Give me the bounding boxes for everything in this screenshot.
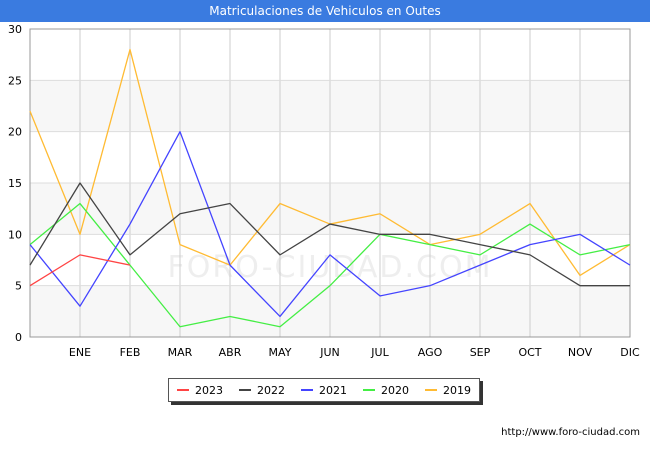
x-tick-label: ABR [219, 346, 242, 359]
source-url[interactable]: http://www.foro-ciudad.com [501, 427, 640, 438]
y-tick-label: 10 [8, 228, 22, 241]
legend-swatch [301, 389, 313, 391]
y-tick-label: 25 [8, 74, 22, 87]
y-tick-label: 20 [8, 126, 22, 139]
chart-title: Matriculaciones de Vehiculos en Outes [0, 0, 650, 22]
legend-label: 2019 [443, 383, 471, 397]
x-tick-label: JUL [370, 346, 389, 359]
series-line-2021 [29, 131, 631, 318]
legend-item-2023: 2023 [177, 384, 223, 397]
y-tick-label: 5 [15, 280, 22, 293]
y-tick-label: 30 [8, 23, 22, 36]
x-tick-label: DIC [620, 346, 640, 359]
x-tick-label: MAR [168, 346, 193, 359]
x-tick-label: NOV [568, 346, 593, 359]
legend-item-2019: 2019 [425, 384, 471, 397]
legend-label: 2022 [257, 383, 285, 397]
y-tick-label: 0 [15, 331, 22, 344]
x-tick-label: ENE [69, 346, 91, 359]
y-tick-label: 15 [8, 177, 22, 190]
series-line-2023 [29, 254, 131, 287]
x-tick-label: AGO [418, 346, 443, 359]
legend-swatch [363, 389, 375, 391]
x-tick-label: MAY [269, 346, 292, 359]
legend-swatch [425, 389, 437, 391]
legend-item-2022: 2022 [239, 384, 285, 397]
legend-swatch [177, 389, 189, 391]
plot-border [29, 28, 631, 338]
legend-label: 2021 [319, 383, 347, 397]
legend-label: 2023 [195, 383, 223, 397]
x-tick-label: OCT [518, 346, 541, 359]
legend-item-2021: 2021 [301, 384, 347, 397]
legend-swatch [239, 389, 251, 391]
legend-label: 2020 [381, 383, 409, 397]
series-line-2022 [29, 182, 630, 287]
x-tick-label: SEP [470, 346, 491, 359]
legend-item-2020: 2020 [363, 384, 409, 397]
x-tick-label: FEB [120, 346, 141, 359]
chart-legend: 2023 2022 2021 2020 2019 [168, 378, 480, 402]
x-tick-label: JUN [319, 346, 340, 359]
